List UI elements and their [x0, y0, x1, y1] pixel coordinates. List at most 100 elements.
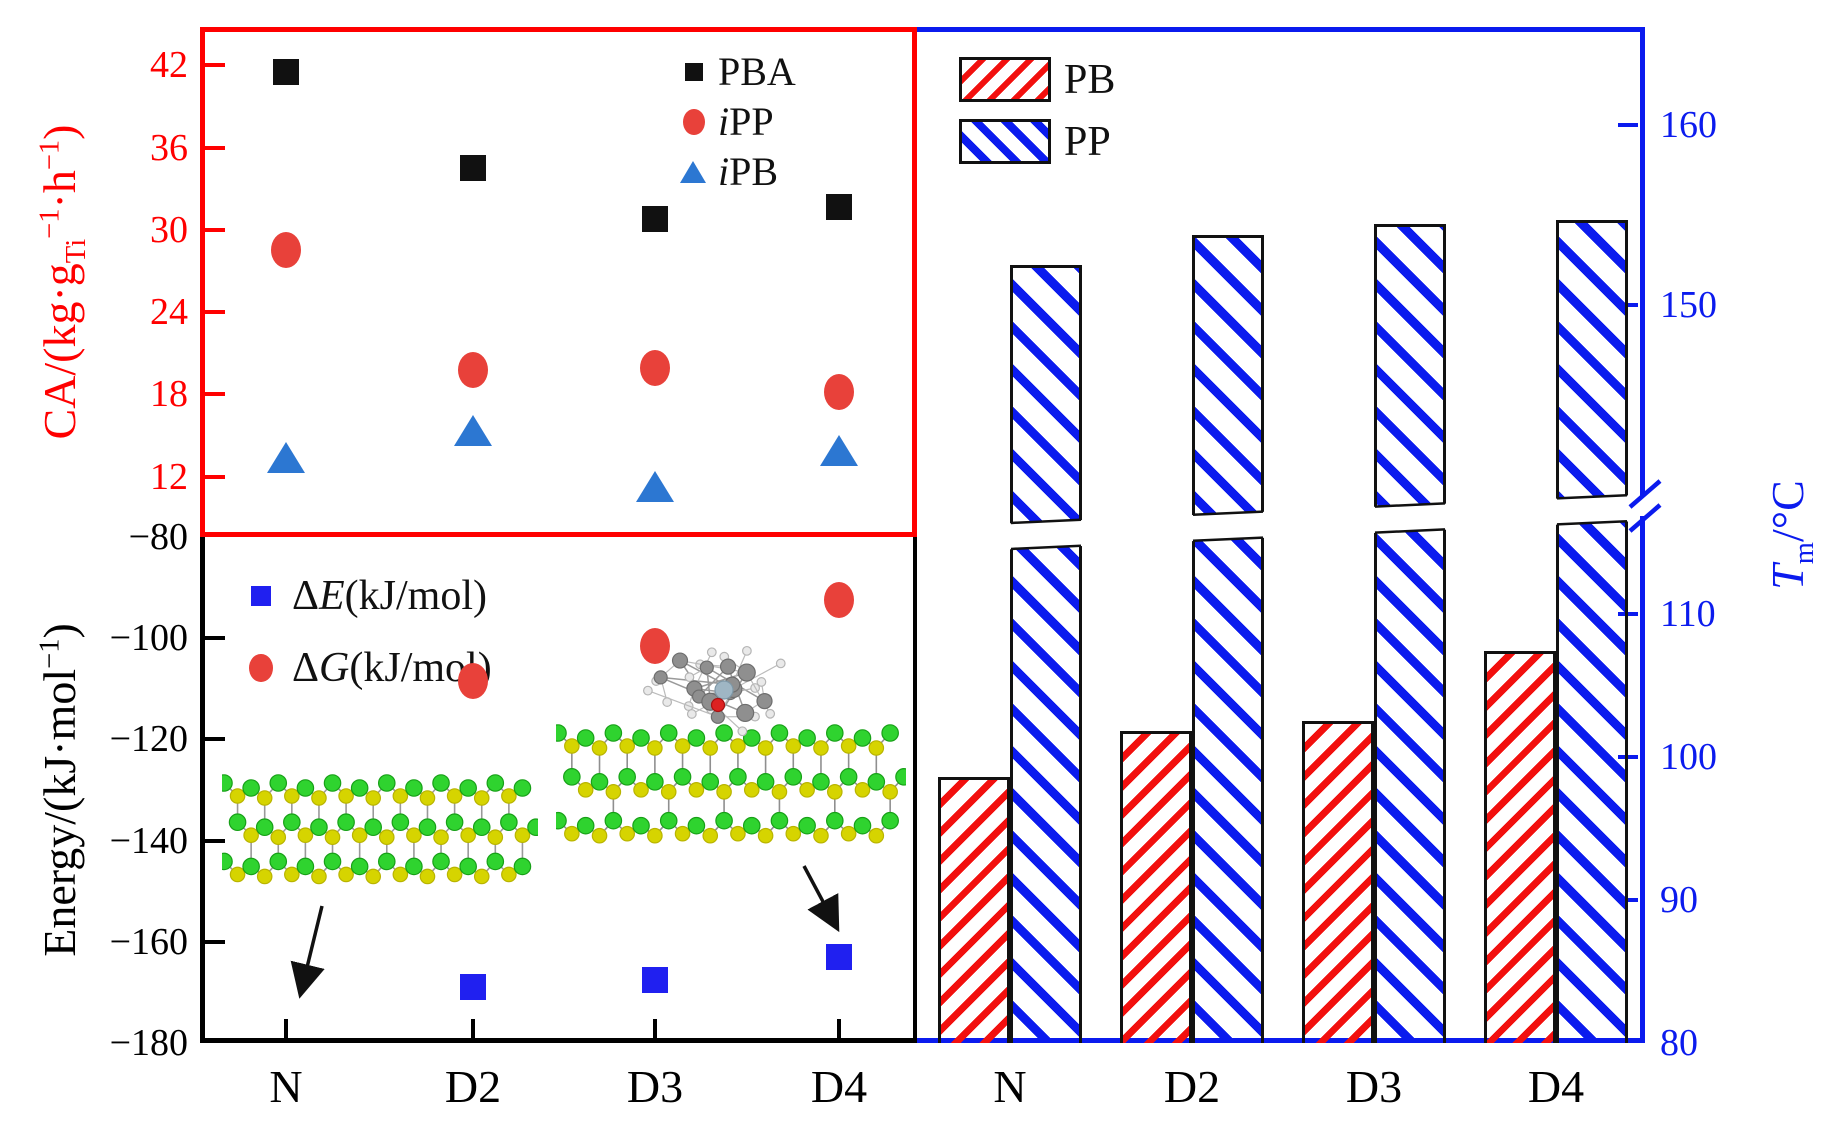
mgcl2-surface-slab — [222, 774, 538, 885]
atom — [338, 866, 354, 883]
melting-y-tick — [1618, 755, 1638, 759]
atom — [486, 774, 505, 792]
atom — [222, 774, 233, 792]
atom — [741, 645, 752, 656]
atom — [501, 866, 517, 883]
atom — [756, 677, 767, 687]
atom — [243, 827, 259, 844]
text-segment: PB — [1064, 57, 1116, 103]
activity-iPP-circle-marker — [824, 373, 854, 410]
atom — [472, 818, 491, 837]
atom — [757, 740, 774, 756]
activity-y-tick-label: 18 — [150, 373, 188, 416]
atom — [432, 852, 450, 871]
atom — [730, 738, 746, 754]
atom — [446, 788, 463, 804]
activity-y-tick — [205, 145, 225, 150]
atom — [701, 773, 720, 791]
atom — [311, 790, 327, 806]
text-segment: Energy/(kJ·mol — [34, 668, 85, 957]
atom — [826, 784, 843, 800]
atom — [687, 729, 706, 747]
atom — [825, 724, 844, 742]
atom — [311, 868, 327, 885]
activity-iPP-circle-marker — [640, 350, 670, 387]
atom — [351, 827, 368, 844]
activity-PBA-square-marker — [273, 59, 299, 86]
text-segment: PP — [1064, 119, 1111, 165]
energy-x-tick — [284, 1019, 288, 1039]
atom — [737, 663, 756, 682]
atom — [710, 709, 725, 724]
atom — [377, 852, 396, 871]
atom — [719, 658, 737, 675]
atom — [365, 790, 382, 806]
atom — [756, 773, 775, 791]
atom — [323, 852, 342, 871]
atom — [699, 660, 714, 675]
atom — [799, 782, 815, 798]
activity-iPP-circle-marker — [271, 232, 301, 269]
energy-y-axis-title: Energy/(kJ·mol−1) — [34, 480, 86, 1100]
atom — [673, 768, 692, 786]
atom — [392, 866, 409, 883]
activity-PBA-square-marker — [642, 205, 668, 232]
activity-iPB-triangle-marker — [267, 441, 305, 473]
atom — [297, 827, 314, 844]
atom — [432, 774, 450, 792]
atom — [269, 774, 288, 792]
atom — [256, 868, 273, 885]
atom — [770, 811, 789, 830]
atom — [242, 857, 260, 876]
melting-y-tick-label: 110 — [1660, 593, 1716, 635]
atom — [365, 868, 382, 885]
atom — [445, 813, 464, 832]
energy-y-tick-label: −140 — [109, 819, 188, 862]
atom — [556, 724, 567, 742]
activity-PBA-square-marker — [460, 155, 486, 182]
atom — [736, 703, 755, 723]
atom — [784, 768, 803, 786]
text-segment: PBA — [718, 49, 796, 94]
melting-panel-border — [917, 27, 1645, 1043]
melting-y-tick — [1618, 303, 1638, 307]
atom — [840, 825, 857, 842]
energy-ΔG(kJ/mol)-circle-marker — [458, 663, 488, 700]
atom — [255, 818, 274, 837]
atom — [702, 827, 719, 844]
legend-swatch-PB — [959, 57, 1051, 102]
atom — [632, 816, 650, 835]
atom — [868, 827, 885, 844]
atom — [686, 709, 697, 719]
bar-PP-D4 — [1556, 220, 1628, 1043]
melting-y-tick — [1618, 123, 1638, 127]
atom — [269, 852, 288, 871]
atom — [604, 724, 623, 742]
atom — [839, 768, 858, 786]
atom — [647, 827, 663, 844]
legend-energy-ΔE(kJ/mol)-square-marker — [250, 585, 272, 607]
atom — [459, 857, 477, 876]
atom — [324, 829, 341, 846]
atom — [659, 811, 678, 830]
atom — [812, 773, 830, 791]
atom — [364, 818, 383, 837]
atom — [619, 825, 635, 842]
energy-y-tick — [205, 636, 225, 641]
melting-y-tick — [1618, 898, 1638, 902]
activity-y-tick — [205, 63, 225, 68]
category-label-right: D3 — [1345, 1061, 1403, 1112]
atom — [406, 827, 422, 844]
atom — [853, 816, 872, 835]
atom — [716, 784, 732, 800]
legend-activity-iPB-triangle-marker — [680, 160, 707, 183]
atom — [433, 829, 449, 846]
atom — [486, 852, 505, 871]
category-label-right: N — [993, 1061, 1027, 1112]
atom — [702, 740, 719, 756]
atom — [419, 790, 436, 806]
atom — [229, 788, 246, 804]
atom — [323, 774, 342, 792]
atom — [576, 729, 595, 747]
